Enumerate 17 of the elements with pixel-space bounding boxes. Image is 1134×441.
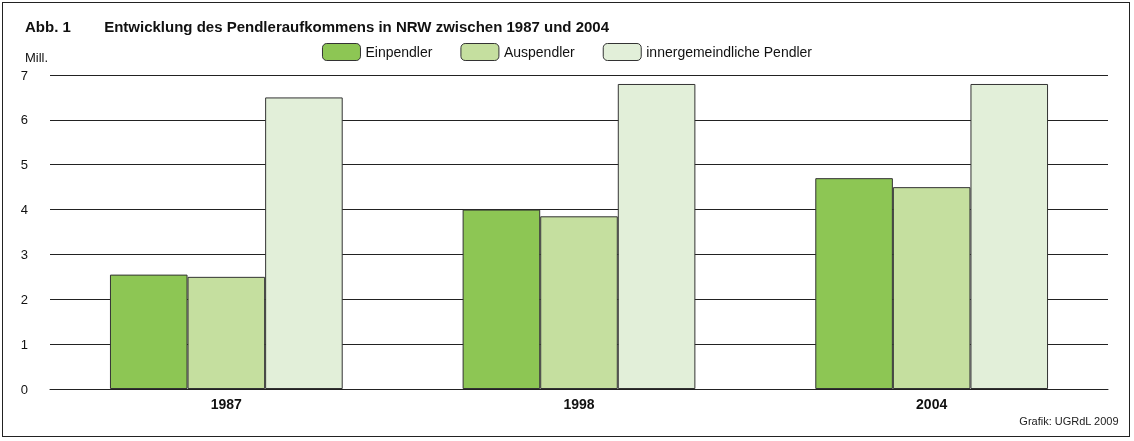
y-tick-label: 3 — [20, 246, 28, 262]
legend-label: Auspendler — [503, 44, 576, 60]
x-tick-label: 1987 — [210, 396, 243, 412]
y-tick-label: 2 — [20, 291, 28, 307]
y-axis-title: Mill. — [25, 50, 49, 65]
legend-label: Einpendler — [365, 44, 433, 60]
x-tick-label: 1998 — [563, 396, 595, 412]
y-tick-label: 7 — [20, 67, 28, 83]
y-tick-label: 4 — [20, 202, 28, 218]
y-tick-label: 5 — [20, 157, 28, 173]
x-tick-label: 2004 — [916, 396, 948, 412]
text: Grafik: UGRdL 2009 — [1019, 414, 1119, 427]
y-tick-label: 1 — [20, 336, 28, 352]
chart-title: Abb. 1 Entwicklung des Pendleraufkommens in NRW zwischen 1987 und 2004 — [25, 18, 610, 35]
legend-label: innergemeindliche Pendler — [646, 44, 813, 60]
y-tick-label: 6 — [20, 112, 28, 128]
y-tick-label: 0 — [20, 381, 28, 397]
